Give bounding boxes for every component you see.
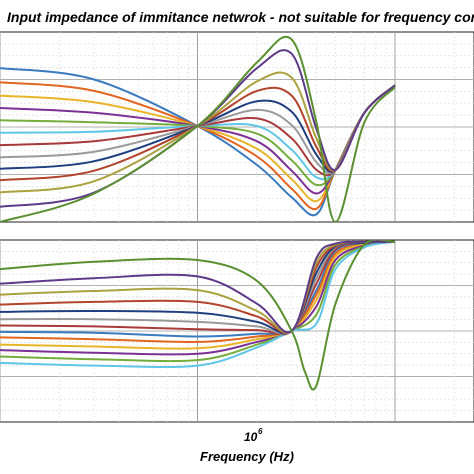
series-line	[0, 35, 396, 222]
svg-text:6: 6	[258, 427, 263, 436]
chart-title: Input impedance of immitance netwrok - n…	[7, 9, 474, 25]
series-lines	[0, 240, 396, 391]
series-line	[0, 240, 396, 391]
impedance-magnitude-panel	[0, 31, 474, 223]
series-line	[0, 240, 396, 334]
x-axis-label: Frequency (Hz)	[200, 449, 294, 464]
series-lines	[0, 35, 396, 222]
svg-text:10: 10	[244, 430, 258, 444]
impedance-phase-panel	[0, 239, 474, 423]
x-tick-label: 10 6	[244, 427, 263, 444]
